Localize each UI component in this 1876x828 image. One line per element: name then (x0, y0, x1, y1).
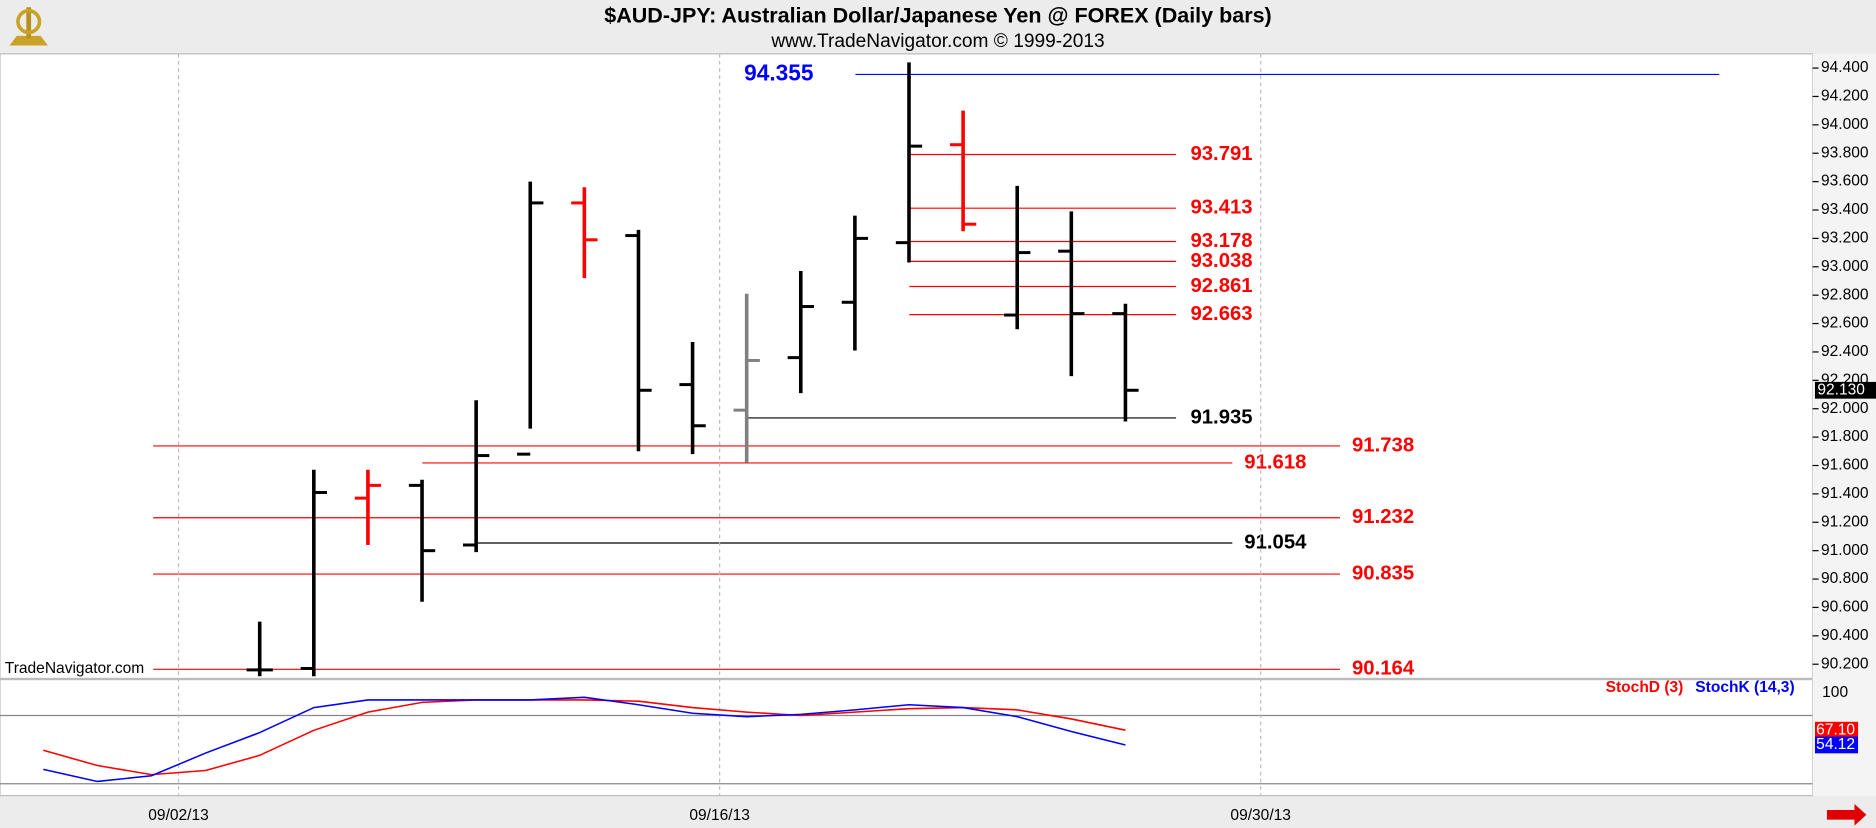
level-label: 91.935 (1190, 406, 1252, 428)
level-label: 93.178 (1190, 230, 1252, 252)
y-tick-label: 90.200 (1821, 655, 1869, 672)
y-tick-label: 90.400 (1821, 627, 1869, 644)
y-tick-label: 94.200 (1821, 88, 1869, 105)
last-value-box (1814, 736, 1859, 754)
legend-entry: StochD (3) (1606, 679, 1684, 696)
watermark: TradeNavigator.com (5, 660, 144, 677)
stoch-line (43, 696, 1126, 783)
level-label: 91.738 (1352, 434, 1414, 456)
level-label: 91.054 (1244, 531, 1307, 553)
level-label: 93.038 (1190, 250, 1252, 272)
logo (9, 7, 48, 46)
axis-panel (1812, 53, 1876, 796)
y-tick-label: 94.000 (1821, 116, 1869, 133)
y-tick-label: 93.200 (1821, 230, 1869, 247)
price-panel (0, 53, 1814, 680)
last-value-label: 54.12 (1816, 736, 1855, 753)
y-tick-label: 91.600 (1821, 457, 1869, 474)
last-price-label: 92.130 (1817, 381, 1865, 398)
last-value-box (1814, 721, 1859, 739)
level-label: 91.232 (1352, 506, 1414, 528)
level-label: 90.835 (1352, 562, 1414, 584)
y-tick-label: 93.000 (1821, 258, 1869, 275)
level-label: 90.164 (1352, 658, 1415, 680)
level-label: 92.861 (1190, 275, 1252, 297)
y-tick-label: 93.600 (1821, 173, 1869, 190)
y-tick-label: 93.400 (1821, 201, 1869, 218)
chart-subtitle: www.TradeNavigator.com © 1999-2013 (770, 31, 1104, 52)
y-tick-label: 92.400 (1821, 343, 1869, 360)
stoch-line (43, 699, 1126, 776)
scroll-arrow[interactable] (1826, 804, 1867, 826)
y-tick-label: 90.600 (1821, 599, 1869, 616)
y-tick-label: 94.400 (1821, 59, 1869, 76)
y-tick-label: 92.600 (1821, 315, 1869, 332)
y-tick-label: 93.800 (1821, 144, 1869, 161)
x-tick-label: 09/16/13 (689, 807, 750, 824)
stoch-panel (0, 679, 1814, 797)
chart-title: $AUD-JPY: Australian Dollar/Japanese Yen… (604, 3, 1271, 27)
x-tick-label: 09/02/13 (148, 807, 209, 824)
level-label: 91.618 (1244, 451, 1306, 473)
x-tick-label: 09/30/13 (1230, 807, 1291, 824)
y-tick-label: 91.400 (1821, 485, 1869, 502)
y-tick-label: 92.800 (1821, 286, 1869, 303)
y-tick-label: 92.000 (1821, 400, 1869, 417)
y-tick-label: 91.000 (1821, 542, 1869, 559)
level-label: 93.413 (1190, 197, 1252, 219)
last-price-box (1814, 381, 1876, 399)
y-tick-label: 91.200 (1821, 513, 1869, 530)
y-tick-label: 100 (1822, 684, 1848, 701)
legend-entry: StochK (14,3) (1695, 679, 1794, 696)
last-value-label: 67.10 (1816, 721, 1855, 738)
level-label: 93.791 (1190, 143, 1252, 165)
level-label: 92.663 (1190, 303, 1252, 325)
level-label: 94.355 (744, 59, 813, 85)
y-tick-label: 91.800 (1821, 428, 1869, 445)
y-tick-label: 90.800 (1821, 570, 1869, 587)
